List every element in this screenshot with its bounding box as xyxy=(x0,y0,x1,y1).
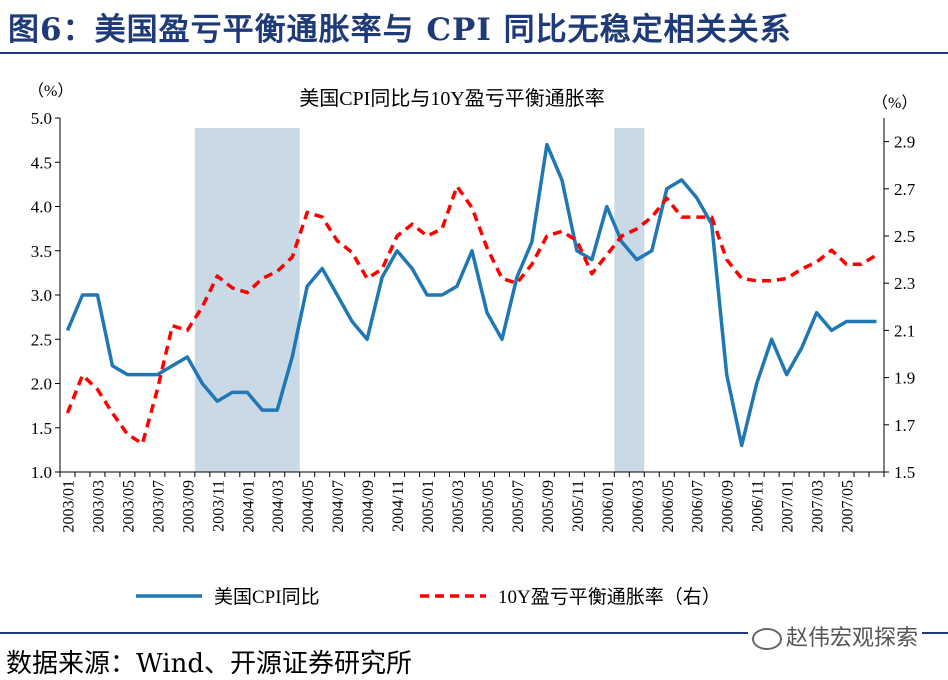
source-rule xyxy=(0,632,948,634)
x-tick-label: 2007/03 xyxy=(810,480,827,532)
x-tick-label: 2004/07 xyxy=(330,480,347,532)
x-tick-label: 2005/07 xyxy=(510,480,527,532)
left-axis-unit: （%） xyxy=(28,82,73,100)
title-rule xyxy=(0,52,948,54)
x-tick-label: 2005/09 xyxy=(540,480,557,532)
series-lines xyxy=(65,142,878,448)
legend-label-breakeven: 10Y盈亏平衡通胀率（右） xyxy=(498,586,721,608)
x-tick-label: 2007/05 xyxy=(840,480,857,532)
x-tick-label: 2006/09 xyxy=(720,480,737,532)
right-tick-label: 2.3 xyxy=(894,274,915,293)
left-tick-label: 5.0 xyxy=(31,109,52,128)
x-tick-label: 2004/05 xyxy=(300,480,317,532)
x-tick-label: 2006/11 xyxy=(750,480,767,532)
x-tick-label: 2007/01 xyxy=(780,480,797,532)
right-axis-unit: （%） xyxy=(872,94,917,112)
watermark-text: 赵伟宏观探索 xyxy=(786,626,919,651)
right-tick-label: 1.7 xyxy=(894,416,916,435)
x-tick-label: 2003/07 xyxy=(150,480,167,532)
left-tick-label: 2.0 xyxy=(31,375,52,394)
left-tick-label: 3.0 xyxy=(31,286,52,305)
x-tick-label: 2003/01 xyxy=(60,480,77,532)
x-tick-label: 2005/11 xyxy=(570,480,587,532)
x-tick-label: 2003/11 xyxy=(210,480,227,532)
right-tick-label: 2.7 xyxy=(894,180,916,199)
left-tick-label: 3.5 xyxy=(31,242,52,261)
wechat-icon xyxy=(752,628,782,650)
breakeven-inflation-line xyxy=(65,184,878,446)
x-tick-label: 2005/01 xyxy=(420,480,437,532)
x-tick-label: 2006/01 xyxy=(600,480,617,532)
x-tick-label: 2003/03 xyxy=(90,480,107,532)
watermark: 赵伟宏观探索 xyxy=(748,620,923,652)
legend-label-cpi: 美国CPI同比 xyxy=(214,586,320,608)
right-tick-label: 1.5 xyxy=(894,463,915,482)
left-tick-label: 1.0 xyxy=(31,463,52,482)
tick-labels: 1.0 1.5 2.0 2.5 3.0 3.5 4.0 4.5 5.0 1.5 1.7 1.9 2.1 2… xyxy=(31,109,916,532)
figure-title: 图6：美国盈亏平衡通胀率与 CPI 同比无稳定相关关系 xyxy=(8,12,792,48)
legend: 美国CPI同比 10Y盈亏平衡通胀率（右） xyxy=(136,586,721,608)
shaded-period-2 xyxy=(614,128,645,472)
x-tick-label: 2006/07 xyxy=(690,480,707,532)
left-tick-label: 4.5 xyxy=(31,153,52,172)
cpi-yoy-line xyxy=(65,142,877,448)
right-tick-label: 1.9 xyxy=(894,369,915,388)
x-tick-label: 2006/05 xyxy=(660,480,677,532)
x-tick-label: 2005/03 xyxy=(450,480,467,532)
x-tick-label: 2003/09 xyxy=(180,480,197,532)
left-tick-label: 2.5 xyxy=(31,330,52,349)
x-tick-label: 2004/01 xyxy=(240,480,257,532)
data-source: 数据来源：Wind、开源证券研究所 xyxy=(6,649,412,679)
x-tick-label: 2004/03 xyxy=(270,480,287,532)
line-chart: 美国CPI同比与10Y盈亏平衡通胀率 （%） （%） 1.0 1.5 2.0 2.5 3… xyxy=(28,82,917,608)
left-tick-label: 1.5 xyxy=(31,419,52,438)
x-tick-label: 2005/05 xyxy=(480,480,497,532)
x-tick-label: 2004/11 xyxy=(390,480,407,532)
x-tick-label: 2003/05 xyxy=(120,480,137,532)
x-tick-label: 2006/03 xyxy=(630,480,647,532)
x-tick-label: 2004/09 xyxy=(360,480,377,532)
shaded-period-1 xyxy=(194,128,300,472)
chart-axes xyxy=(55,117,889,477)
right-tick-label: 2.1 xyxy=(894,321,915,340)
chart-title: 美国CPI同比与10Y盈亏平衡通胀率 xyxy=(299,87,605,110)
shaded-periods xyxy=(194,128,645,472)
right-tick-label: 2.9 xyxy=(894,133,915,152)
right-tick-label: 2.5 xyxy=(894,227,915,246)
left-tick-label: 4.0 xyxy=(31,198,52,217)
